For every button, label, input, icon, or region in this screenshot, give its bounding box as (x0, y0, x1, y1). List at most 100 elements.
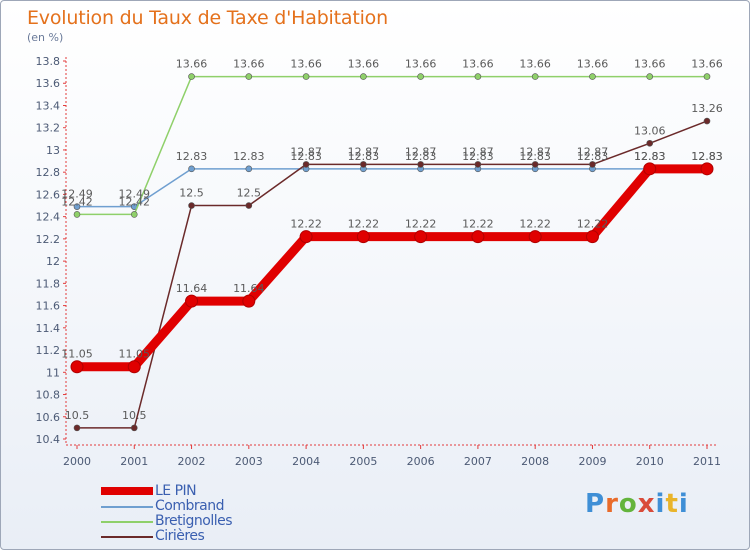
data-label-bretignolles: 13.66 (233, 58, 265, 71)
data-label-combrand: 12.49 (119, 188, 151, 201)
data-label-ciri-res: 12.87 (290, 145, 322, 158)
y-tick-label: 12 (46, 255, 60, 268)
series-line-bretignolles (77, 75, 707, 216)
data-point-bretignolles (531, 73, 539, 80)
proxiti-logo: Proxiti (585, 489, 689, 519)
data-point-ciri-res (73, 424, 81, 432)
data-label-le-pin: 12.22 (290, 218, 322, 231)
x-tick-label: 2010 (636, 455, 664, 468)
legend-swatch-combrand (101, 506, 153, 508)
data-label-le-pin: 12.22 (519, 218, 551, 231)
y-tick-label: 11 (46, 366, 60, 379)
data-label-le-pin: 11.64 (233, 282, 265, 295)
data-point-bretignolles (646, 73, 654, 80)
data-label-ciri-res: 12.87 (405, 145, 437, 158)
x-tick-label: 2002 (178, 455, 206, 468)
data-point-bretignolles (130, 211, 138, 218)
data-point-bretignolles (302, 73, 310, 80)
data-label-bretignolles: 13.66 (519, 58, 551, 71)
data-label-ciri-res: 10.5 (65, 409, 90, 422)
data-point-ciri-res (188, 202, 195, 209)
x-tick-label: 2008 (521, 455, 549, 468)
y-tick-label: 11.2 (36, 344, 61, 357)
data-point-le-pin (70, 360, 84, 374)
data-label-ciri-res: 13.26 (691, 102, 723, 115)
y-tick-label: 12.6 (36, 188, 61, 201)
data-label-combrand: 12.83 (519, 150, 551, 163)
data-point-le-pin (643, 162, 657, 176)
data-label-le-pin: 12.83 (634, 150, 666, 163)
data-label-combrand: 12.83 (577, 150, 609, 163)
x-tick-label: 2004 (292, 455, 320, 468)
data-label-ciri-res: 13.06 (634, 124, 666, 137)
data-point-le-pin (528, 230, 542, 244)
data-label-bretignolles: 13.66 (405, 58, 437, 71)
legend-label-bretignolles: Bretignolles (155, 513, 233, 529)
data-label-le-pin: 12.83 (691, 150, 723, 163)
data-label-le-pin: 11.05 (61, 348, 93, 361)
y-tick-label: 10.6 (36, 411, 61, 424)
series-line-combrand (77, 168, 707, 208)
data-point-bretignolles (474, 73, 482, 80)
y-tick-label: 11.6 (36, 300, 61, 313)
y-tick-label: 13.4 (36, 99, 61, 112)
data-point-le-pin (127, 360, 141, 374)
data-label-bretignolles: 13.66 (577, 58, 609, 71)
data-label-bretignolles: 13.66 (290, 58, 322, 71)
y-tick-label: 10.4 (36, 433, 61, 446)
data-label-bretignolles: 12.42 (119, 195, 151, 208)
data-point-ciri-res (130, 424, 138, 432)
legend-swatch-cirieres (101, 536, 153, 538)
data-point-le-pin (700, 162, 714, 176)
x-tick-label: 2005 (349, 455, 377, 468)
data-label-ciri-res: 12.87 (348, 145, 380, 158)
y-tick-label: 11.8 (36, 277, 61, 290)
x-tick-label: 2000 (63, 455, 91, 468)
data-label-combrand: 12.83 (176, 150, 208, 163)
data-point-bretignolles (245, 73, 253, 80)
data-point-combrand (73, 203, 81, 210)
data-label-bretignolles: 13.66 (348, 58, 380, 71)
x-tick-label: 2009 (578, 455, 606, 468)
x-tick-label: 2007 (464, 455, 492, 468)
data-label-combrand: 12.83 (462, 150, 494, 163)
y-tick-label: 11.4 (36, 322, 61, 335)
y-tick-label: 13.2 (36, 122, 61, 135)
data-label-combrand: 12.49 (61, 188, 93, 201)
data-label-ciri-res: 12.87 (577, 145, 609, 158)
data-point-ciri-res (703, 117, 711, 125)
series-line-ciri-res (77, 120, 708, 429)
data-label-le-pin: 12.22 (348, 218, 380, 231)
data-label-bretignolles: 13.66 (176, 58, 208, 71)
unit-label: (en %) (27, 31, 64, 44)
data-point-ciri-res (360, 161, 367, 168)
data-label-combrand: 12.83 (405, 150, 437, 163)
y-tick-label: 12.4 (36, 211, 61, 224)
data-label-combrand: 12.83 (233, 150, 265, 163)
y-tick-label: 10.8 (36, 389, 61, 402)
data-point-bretignolles (73, 211, 81, 218)
data-point-ciri-res (474, 161, 482, 168)
data-point-ciri-res (245, 202, 253, 209)
y-tick-label: 12.8 (36, 166, 61, 179)
data-point-le-pin (356, 230, 370, 244)
data-point-ciri-res (531, 161, 539, 168)
data-point-combrand (245, 165, 253, 173)
data-point-bretignolles (360, 73, 367, 80)
y-tick-label: 13.8 (36, 55, 61, 68)
data-point-ciri-res (417, 161, 424, 168)
data-label-ciri-res: 12.5 (179, 187, 204, 200)
series-line-le-pin (77, 164, 707, 372)
y-tick-label: 12.2 (36, 233, 61, 246)
data-point-le-pin (242, 294, 256, 308)
data-point-ciri-res (589, 161, 596, 168)
data-label-le-pin: 11.64 (176, 282, 208, 295)
x-tick-label: 2011 (693, 455, 721, 468)
x-tick-label: 2003 (235, 455, 263, 468)
y-tick-label: 13.6 (36, 77, 61, 90)
data-label-le-pin: 12.22 (577, 218, 609, 231)
data-point-bretignolles (589, 73, 596, 80)
data-label-bretignolles: 13.66 (462, 58, 494, 71)
